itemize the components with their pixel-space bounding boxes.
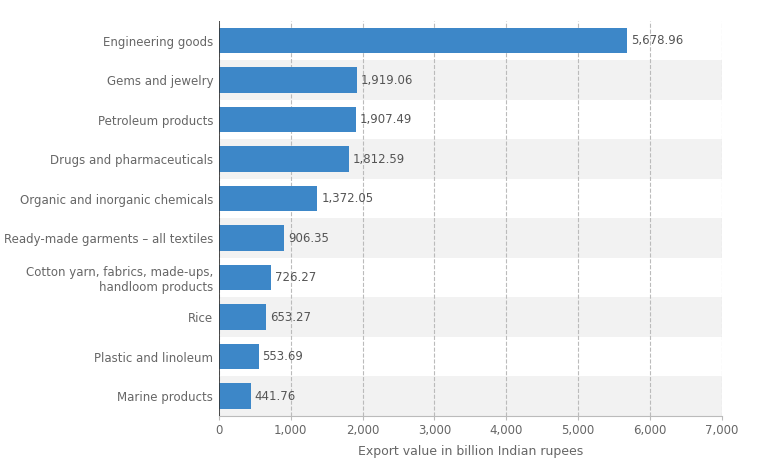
Bar xyxy=(219,21,722,60)
Bar xyxy=(219,304,266,330)
Text: 726.27: 726.27 xyxy=(275,271,316,284)
Bar xyxy=(219,179,722,218)
Text: 653.27: 653.27 xyxy=(270,310,311,323)
Bar xyxy=(219,265,271,291)
Bar xyxy=(219,225,284,251)
Bar xyxy=(219,344,259,370)
Bar xyxy=(219,258,722,298)
Text: 1,812.59: 1,812.59 xyxy=(353,152,406,165)
Bar xyxy=(219,28,627,54)
Text: 1,907.49: 1,907.49 xyxy=(360,113,412,126)
Text: 1,919.06: 1,919.06 xyxy=(361,73,413,86)
Text: 1,372.05: 1,372.05 xyxy=(322,192,373,205)
Bar xyxy=(219,100,722,140)
Bar xyxy=(219,376,722,416)
Text: 906.35: 906.35 xyxy=(288,231,329,244)
Bar xyxy=(219,67,357,93)
X-axis label: Export value in billion Indian rupees: Export value in billion Indian rupees xyxy=(358,445,583,458)
Bar xyxy=(219,140,722,179)
Bar xyxy=(219,337,722,376)
Bar xyxy=(219,146,349,172)
Bar xyxy=(219,186,317,212)
Text: 5,678.96: 5,678.96 xyxy=(631,34,684,47)
Text: 441.76: 441.76 xyxy=(254,389,296,402)
Bar xyxy=(219,60,722,100)
Bar xyxy=(219,107,356,133)
Bar xyxy=(219,218,722,258)
Bar xyxy=(219,383,250,409)
Bar xyxy=(219,298,722,337)
Text: 553.69: 553.69 xyxy=(263,350,303,363)
